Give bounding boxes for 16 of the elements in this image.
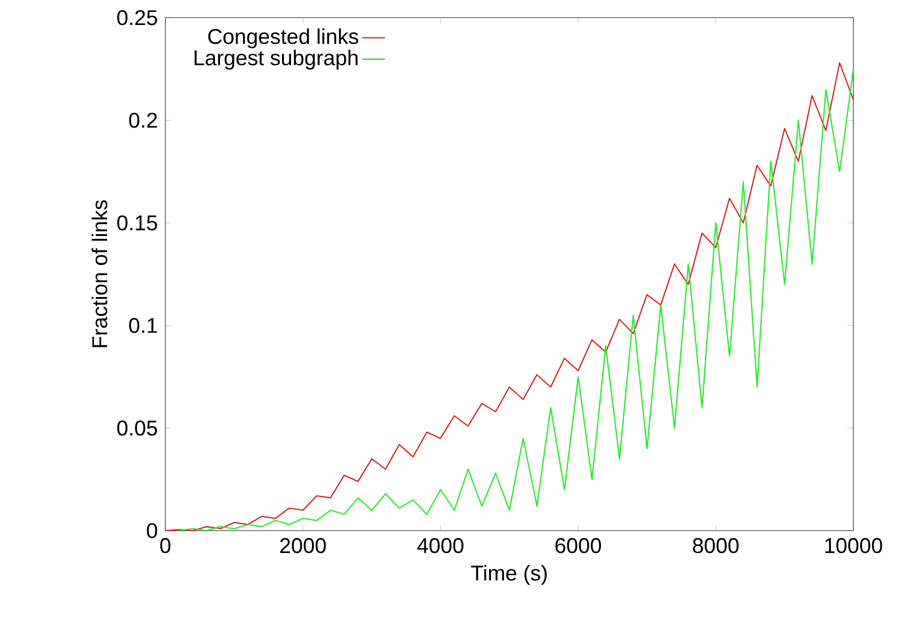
y-axis-title: Fraction of links <box>92 200 108 348</box>
legend-label: Largest subgraph <box>194 50 358 70</box>
x-tick-label: 2000 <box>280 538 326 554</box>
y-tick-label: 0.15 <box>117 215 158 230</box>
x-tick-label: 10000 <box>825 538 882 554</box>
y-tick-label: 0.25 <box>117 10 158 26</box>
y-tick-label: 0.2 <box>129 112 157 128</box>
x-tick-label: 6000 <box>555 538 602 554</box>
y-tick-label: 0.1 <box>129 318 157 334</box>
y-tick-label: 0.05 <box>117 420 158 436</box>
x-tick-label: 8000 <box>692 538 739 554</box>
x-tick-label: 4000 <box>417 538 464 554</box>
y-tick-label: 0 <box>146 523 158 538</box>
x-tick-label: 0 <box>160 538 170 554</box>
x-axis-title: Time (s) <box>471 564 547 585</box>
legend-label: Congested links <box>208 28 358 48</box>
